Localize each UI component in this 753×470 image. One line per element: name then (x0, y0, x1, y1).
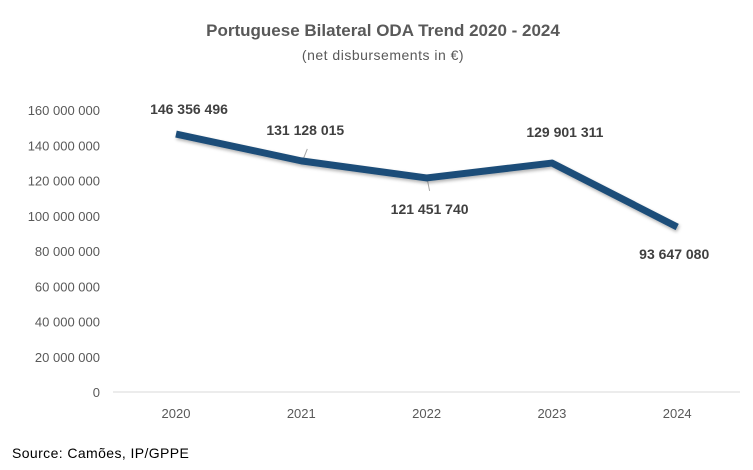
data-label: 146 356 496 (150, 101, 228, 117)
y-tick-label: 160 000 000 (28, 103, 100, 118)
y-tick-label: 0 (93, 385, 100, 400)
y-tick-label: 20 000 000 (35, 350, 100, 365)
y-tick-label: 120 000 000 (28, 174, 100, 189)
chart-subtitle: (net disbursements in €) (302, 47, 464, 63)
x-tick-label: 2022 (412, 406, 441, 421)
leader-line (427, 180, 431, 192)
x-tick-label: 2023 (537, 406, 566, 421)
chart-title: Portuguese Bilateral ODA Trend 2020 - 20… (206, 21, 560, 40)
y-tick-label: 100 000 000 (28, 209, 100, 224)
x-tick-label: 2020 (162, 406, 191, 421)
y-tick-label: 60 000 000 (35, 279, 100, 294)
y-tick-label: 80 000 000 (35, 244, 100, 259)
y-tick-label: 40 000 000 (35, 315, 100, 330)
data-label: 93 647 080 (639, 246, 709, 262)
data-label: 121 451 740 (391, 201, 469, 217)
x-tick-label: 2021 (287, 406, 316, 421)
data-label: 131 128 015 (266, 122, 344, 138)
series-line (175, 130, 679, 231)
source-note: Source: Camões, IP/GPPE (12, 445, 189, 461)
y-tick-label: 140 000 000 (28, 138, 100, 153)
data-label: 129 901 311 (526, 124, 603, 140)
x-tick-label: 2024 (663, 406, 692, 421)
leader-line (302, 148, 308, 160)
